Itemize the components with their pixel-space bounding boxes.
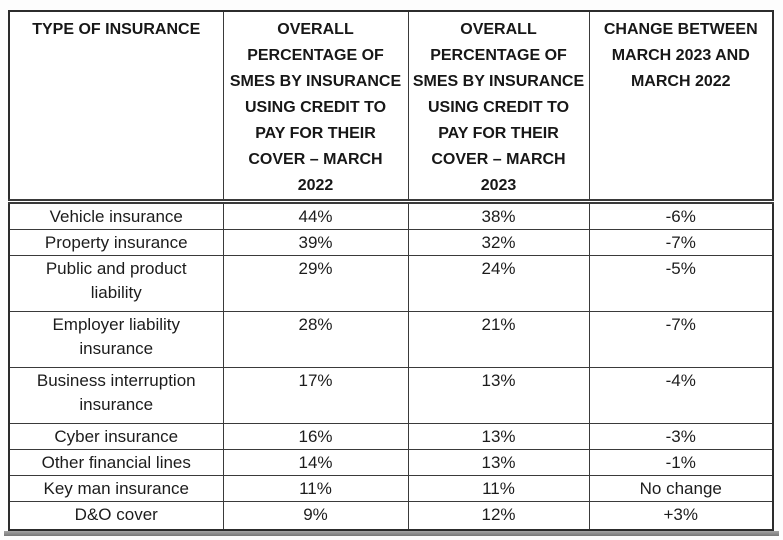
- value-2022: 44%: [222, 201, 409, 230]
- value-2022: 28%: [222, 311, 409, 368]
- value-2022: 39%: [222, 229, 409, 256]
- change-value: No change: [588, 475, 774, 502]
- table-row: Public and product liability 29% 24% -5%: [8, 255, 774, 312]
- row-label: Vehicle insurance: [8, 201, 224, 230]
- table-row: Cyber insurance 16% 13% -3%: [8, 423, 774, 450]
- value-2023: 38%: [407, 201, 590, 230]
- value-2023: 11%: [407, 475, 590, 502]
- value-2023: 13%: [407, 367, 590, 424]
- value-2022: 11%: [222, 475, 409, 502]
- change-value: -6%: [588, 201, 774, 230]
- value-2022: 9%: [222, 501, 409, 530]
- value-2022: 29%: [222, 255, 409, 312]
- table-row: Business interruption insurance 17% 13% …: [8, 367, 774, 424]
- row-label: Public and product liability: [8, 255, 224, 312]
- value-2022: 17%: [222, 367, 409, 424]
- change-value: -5%: [588, 255, 774, 312]
- change-value: -7%: [588, 229, 774, 256]
- row-label: Key man insurance: [8, 475, 224, 502]
- row-label: D&O cover: [8, 501, 224, 530]
- row-label: Employer liability insurance: [8, 311, 224, 368]
- change-value: -7%: [588, 311, 774, 368]
- table-row: Vehicle insurance 44% 38% -6%: [8, 201, 774, 230]
- value-2023: 13%: [407, 423, 590, 450]
- value-2023: 24%: [407, 255, 590, 312]
- change-value: -4%: [588, 367, 774, 424]
- table-row: Other financial lines 14% 13% -1%: [8, 449, 774, 476]
- table-row: D&O cover 9% 12% +3%: [8, 501, 774, 530]
- row-label: Property insurance: [8, 229, 224, 256]
- col-header-change: CHANGE BETWEEN MARCH 2023 AND MARCH 2022: [588, 10, 774, 204]
- value-2023: 13%: [407, 449, 590, 476]
- row-label: Business interruption insurance: [8, 367, 224, 424]
- value-2023: 21%: [407, 311, 590, 368]
- col-header-march-2022: OVERALL PERCENTAGE OF SMES BY INSURANCE …: [222, 10, 409, 204]
- value-2022: 16%: [222, 423, 409, 450]
- table-row: Key man insurance 11% 11% No change: [8, 475, 774, 502]
- insurance-credit-table: TYPE OF INSURANCE OVERALL PERCENTAGE OF …: [8, 10, 774, 531]
- col-header-march-2023: OVERALL PERCENTAGE OF SMES BY INSURANCE …: [407, 10, 590, 204]
- col-header-type-of-insurance: TYPE OF INSURANCE: [8, 10, 224, 204]
- table-row: Employer liability insurance 28% 21% -7%: [8, 311, 774, 368]
- bottom-divider: [4, 531, 779, 536]
- change-value: -1%: [588, 449, 774, 476]
- change-value: -3%: [588, 423, 774, 450]
- row-label: Cyber insurance: [8, 423, 224, 450]
- value-2023: 12%: [407, 501, 590, 530]
- value-2023: 32%: [407, 229, 590, 256]
- header-row: TYPE OF INSURANCE OVERALL PERCENTAGE OF …: [8, 10, 774, 204]
- value-2022: 14%: [222, 449, 409, 476]
- change-value: +3%: [588, 501, 774, 530]
- row-label: Other financial lines: [8, 449, 224, 476]
- table-row: Property insurance 39% 32% -7%: [8, 229, 774, 256]
